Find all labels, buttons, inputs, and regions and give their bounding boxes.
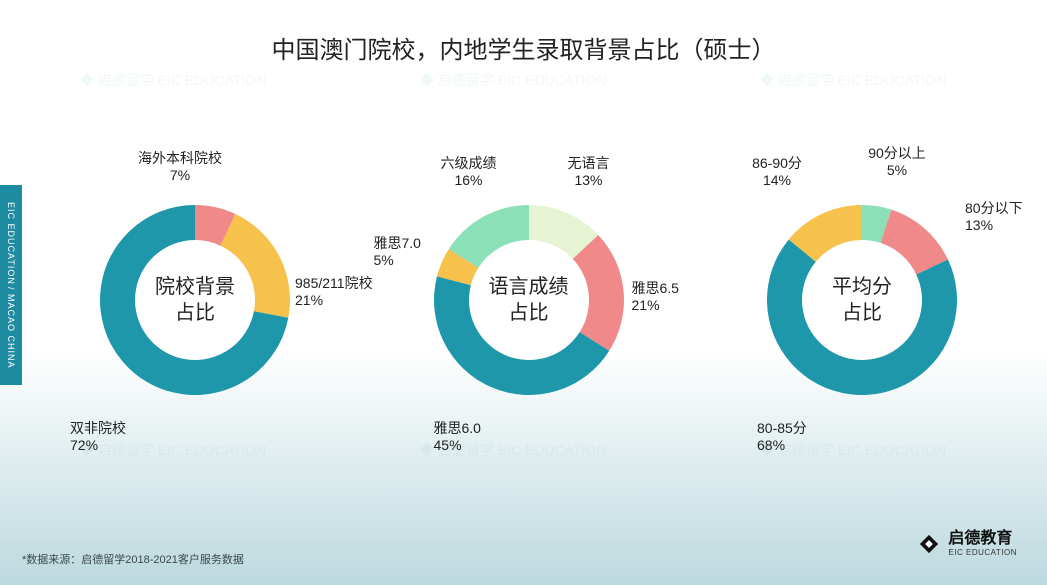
donut-center-label: 语言成绩占比	[489, 274, 569, 326]
side-tab-line2: MACAO CHINA	[6, 294, 16, 369]
brand-sub: EIC EDUCATION	[948, 549, 1017, 557]
footnote: *数据来源：启德留学2018-2021客户服务数据	[22, 551, 244, 567]
slice-label: 雅思6.521%	[632, 280, 679, 314]
watermark: ◆ 启德留学 EIC EDUCATION	[760, 70, 946, 90]
donut-center-label: 院校背景占比	[155, 274, 235, 326]
side-tab: EIC EDUCATION / MACAO CHINA	[0, 185, 22, 385]
donut-chart-2: 平均分占比90分以上5%80分以下13%80-85分68%86-90分14%	[707, 130, 1017, 470]
slice-label: 90分以上5%	[868, 145, 926, 179]
brand-block: 启德教育 EIC EDUCATION	[916, 531, 1017, 557]
donut-chart-1: 语言成绩占比 无语言13% 雅思6.521% 雅思6.045% 雅思7.05% 六级成绩1…	[374, 130, 684, 470]
brand-main: 启德教育	[948, 531, 1017, 547]
slice-label: 双非院校72%	[70, 420, 126, 454]
watermark: ◆ 启德留学 EIC EDUCATION	[420, 70, 606, 90]
slice-label: 80-85分68%	[757, 420, 807, 454]
side-tab-line1: EIC EDUCATION	[6, 202, 16, 285]
slice-label: 无语言13%	[568, 155, 610, 189]
brand-icon	[916, 531, 942, 557]
slice-label: 雅思7.05%	[374, 235, 421, 269]
slice-label: 985/211院校21%	[295, 275, 373, 309]
slide-root: ◆ 启德留学 EIC EDUCATION ◆ 启德留学 EIC EDUCATIO…	[0, 0, 1047, 585]
side-tab-sep: /	[6, 287, 16, 291]
slice-label: 海外本科院校7%	[138, 150, 222, 184]
charts-row: 院校背景占比 海外本科院校7% 985/211院校21% 双非院校72% 语言成绩占比 无…	[40, 130, 1017, 470]
donut-chart-0: 院校背景占比海外本科院校7%985/211院校21%双非院校72%	[40, 130, 350, 470]
slice-label: 80分以下13%	[965, 200, 1023, 234]
slice-label: 六级成绩16%	[441, 155, 497, 189]
slice-label: 86-90分14%	[752, 155, 802, 189]
brand-text: 启德教育 EIC EDUCATION	[948, 531, 1017, 557]
page-title: 中国澳门院校，内地学生录取背景占比（硕士）	[0, 30, 1047, 65]
slice-label: 雅思6.045%	[434, 420, 481, 454]
donut-center-label: 平均分占比	[832, 274, 892, 326]
watermark: ◆ 启德留学 EIC EDUCATION	[80, 70, 266, 90]
